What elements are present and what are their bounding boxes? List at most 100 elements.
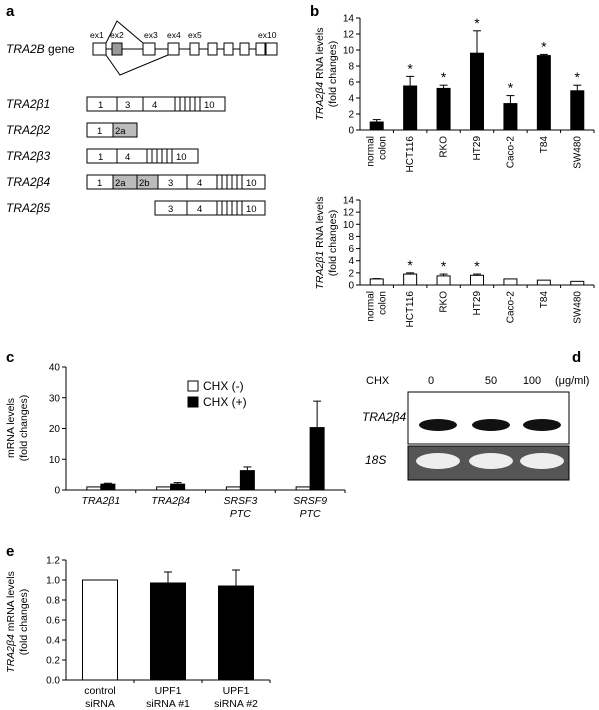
panel-label-d: d [572,349,581,366]
y-axis-title-rest: RNA levels [314,197,326,251]
x-category-label: HCT116 [405,291,416,328]
bar [218,585,254,681]
y-tick-label: 8 [348,62,354,73]
x-category-label: control [84,685,116,697]
bar [369,278,384,286]
exon-label-4: ex4 [167,30,181,40]
exon-10 [265,42,278,56]
y-axis-title-line2: (fold changes) [327,210,339,277]
x-category-label: RKO [439,136,450,158]
isoform-name-1: TRA2β1 [6,97,50,111]
bar [225,486,241,491]
isoform-3-seg: 1 [98,152,103,163]
y-tick-label: 8 [348,232,354,243]
blot-row-label-tra2b4: TRA2β4 [362,410,407,424]
isoform-1-seg: 4 [152,100,157,111]
significance-star: * [441,258,447,274]
isoform-3-box [86,148,199,164]
y-tick-label: 10 [343,46,355,57]
x-category-label: colon [378,291,389,315]
y-axis-title-line2: (fold changes) [327,41,339,108]
isoform-name-3: TRA2β3 [6,149,51,163]
exon-1 [92,42,107,56]
y-tick-label: 10 [49,455,61,466]
y-axis-title-line2: (fold changes) [18,395,30,462]
y-axis-title-rest: RNA levels [314,28,326,82]
y-tick-label: 40 [49,363,61,374]
isoform-5-seg: 4 [197,204,202,215]
bar [470,274,484,286]
band-tra2b4-lane1 [419,419,457,431]
isoform-list: TRA2β1 1 3 4 10 TRA2β2 1 2a TRA2β3 1 4 1… [6,96,266,216]
band-18s-lane1 [416,453,460,469]
bar [503,278,518,286]
isoform-2-seg: 1 [97,126,102,137]
significance-star: * [474,258,480,274]
bar [470,52,484,131]
exon-7 [223,42,234,56]
y-axis-title-rest: mRNA levels [5,571,17,634]
x-category-label: Caco-2 [505,136,516,169]
isoform-4-seg: 2b [139,178,150,189]
gene-suffix: gene [45,42,75,56]
y-axis-title: TRA2β4 RNA levels [314,28,326,121]
y-axis-title-gene: TRA2β4 [314,82,326,121]
y-axis-title: TRA2β1 RNA levels [314,197,326,290]
splice-line-lower [105,54,169,76]
x-category-label: HT29 [472,291,483,316]
legend-swatch [187,396,199,408]
bar [536,279,551,286]
band-18s-lane2 [469,453,513,469]
blot-cond-label: CHX [366,375,390,387]
y-tick-label: 12 [343,30,355,41]
splice-line-upper [105,20,144,44]
band-tra2b4-lane2 [472,419,510,431]
y-tick-label: 6 [348,244,354,255]
x-category-label: UPF1 [223,685,250,697]
y-tick-label: 4 [348,94,354,105]
bar [503,103,518,131]
bar [403,85,418,131]
isoform-1-seg: 10 [204,100,215,111]
bar [309,427,325,491]
y-axis-title: TRA2β4 mRNA levels [5,571,17,673]
bar [436,87,451,131]
x-category-label: TRA2β4 [151,495,190,507]
x-category-label: siRNA #1 [146,698,190,710]
panel-label-c: c [6,349,14,366]
panel-label-e: e [6,543,14,560]
bar [239,470,255,491]
y-tick-label: 0 [348,281,354,292]
exon-3 [142,42,156,56]
x-category-label: normal [366,136,377,167]
bar [295,486,311,491]
x-category-label: colon [378,136,389,160]
x-category-label: T84 [539,291,550,309]
exon-5 [189,42,200,56]
y-tick-label: 4 [348,256,354,267]
y-tick-label: 0.8 [46,596,60,607]
y-tick-label: 0 [54,486,60,497]
isoform-4-seg: 1 [97,178,102,189]
y-tick-label: 14 [343,196,355,207]
y-tick-label: 0.2 [46,656,60,667]
exon-label-5: ex5 [188,30,202,40]
significance-star: * [441,69,447,85]
isoform-3-seg: 4 [125,152,130,163]
y-tick-label: 0.6 [46,616,60,627]
isoform-name-5: TRA2β5 [6,201,51,215]
blot-dose-50: 50 [485,375,497,387]
x-category-label: SW480 [572,291,583,324]
gene-label: TRA2B gene [6,42,75,56]
x-category-label: T84 [539,136,550,154]
blot-dose-0: 0 [428,375,434,387]
x-category-label: SW480 [572,136,583,169]
significance-star: * [407,60,413,76]
y-axis-title-line2: (fold changes) [18,589,30,656]
significance-star: * [508,80,514,96]
exon-2 [111,42,123,56]
significance-star: * [474,15,480,31]
y-tick-label: 14 [343,14,355,25]
exon-label-2: ex2 [110,30,124,40]
